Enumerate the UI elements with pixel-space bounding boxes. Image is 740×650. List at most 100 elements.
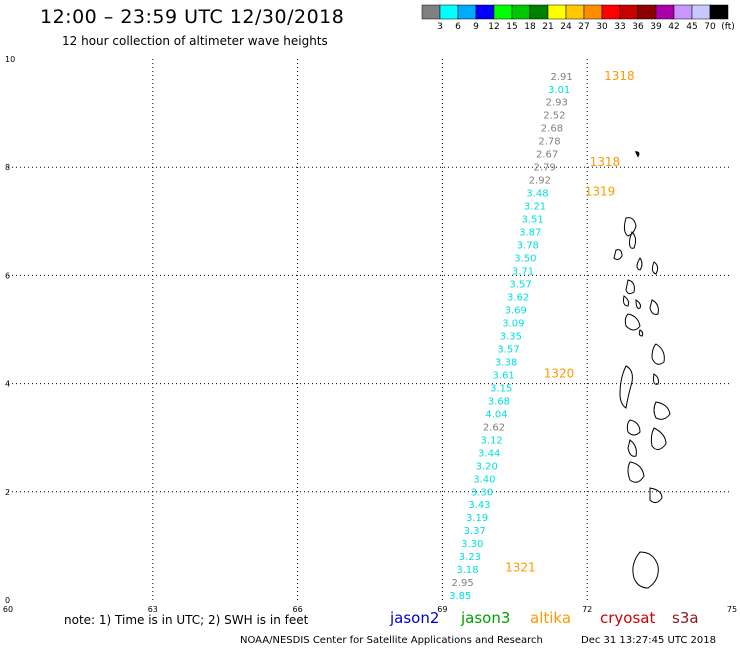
mission-altika: altika <box>530 609 572 627</box>
scale-swatch <box>457 4 477 20</box>
scale-label: 9 <box>473 22 479 32</box>
swh-reading: 3.37 <box>464 526 486 537</box>
swh-reading: 2.95 <box>452 578 474 589</box>
swh-reading: 3.61 <box>493 370 515 381</box>
island-shape <box>635 299 641 309</box>
scale-label: 39 <box>650 22 662 32</box>
y-tick-label: 2 <box>5 488 10 497</box>
mission-jason3: jason3 <box>461 609 511 627</box>
swh-reading: 3.57 <box>497 344 519 355</box>
swh-reading: 2.52 <box>543 111 565 122</box>
pass-time-label: 1321 <box>505 561 536 575</box>
island-shape <box>649 299 659 315</box>
scale-label: 24 <box>560 22 572 32</box>
island-shape <box>626 419 641 436</box>
swh-reading: 3.44 <box>478 448 500 459</box>
swh-reading: 4.04 <box>485 409 507 420</box>
x-tick-label: 72 <box>582 605 592 614</box>
swh-reading: 3.38 <box>495 357 517 368</box>
swh-reading: 3.69 <box>505 305 527 316</box>
mission-jason2: jason2 <box>390 609 440 627</box>
scale-label: 30 <box>596 22 608 32</box>
island-shape <box>627 439 637 457</box>
island-shape <box>651 261 659 275</box>
scale-label: 33 <box>614 22 626 32</box>
scale-swatch <box>493 4 513 20</box>
scale-label: 21 <box>542 22 554 32</box>
island-shape <box>650 427 667 450</box>
swh-reading: 3.48 <box>526 189 548 200</box>
swh-reading: 3.57 <box>509 280 531 291</box>
swh-reading: 3.43 <box>468 500 490 511</box>
island-shape <box>649 487 663 504</box>
credit-line: NOAA/NESDIS Center for Satellite Applica… <box>240 635 543 646</box>
swh-reading: 3.12 <box>480 435 502 446</box>
scale-label: (ft) <box>721 22 735 32</box>
x-tick-label: 63 <box>148 605 158 614</box>
x-tick-label: 69 <box>437 605 447 614</box>
swh-reading: 3.85 <box>449 591 471 602</box>
swh-reading: 3.19 <box>466 513 488 524</box>
swh-reading: 3.40 <box>473 474 495 485</box>
swh-reading: 2.78 <box>538 137 560 148</box>
scale-swatch <box>601 4 621 20</box>
island-shape <box>636 257 643 271</box>
lat-lon-grid <box>8 59 732 600</box>
pass-time-label: 1319 <box>585 185 616 199</box>
page-title: 12:00 – 23:59 UTC 12/30/2018 <box>40 6 345 28</box>
scale-swatch <box>511 4 531 20</box>
scale-swatch <box>673 4 693 20</box>
swh-reading: 2.67 <box>536 150 558 161</box>
island-shape <box>625 279 635 295</box>
page-subtitle: 12 hour collection of altimeter wave hei… <box>62 34 328 48</box>
scale-label: 36 <box>632 22 644 32</box>
swh-reading: 3.51 <box>521 215 543 226</box>
swh-reading: 2.68 <box>541 124 563 135</box>
island-shape <box>619 365 633 409</box>
island-shape <box>638 329 644 337</box>
scale-swatch <box>529 4 549 20</box>
x-tick-label: 60 <box>3 605 13 614</box>
pass-time-label: 1320 <box>544 366 575 380</box>
swh-reading: 3.18 <box>456 565 478 576</box>
swh-reading: 3.62 <box>507 292 529 303</box>
island-shape <box>653 373 659 385</box>
swh-reading: 3.15 <box>490 383 512 394</box>
swh-reading: 3.23 <box>459 552 481 563</box>
coastline-islands <box>613 151 671 589</box>
axis-tick-labels: 60 63 66 69 72 75 0 2 4 6 8 10 <box>3 55 737 614</box>
scale-swatch <box>637 4 657 20</box>
swh-reading: 3.87 <box>519 228 541 239</box>
scale-label: 45 <box>686 22 698 32</box>
island-shape <box>623 295 629 307</box>
island-shape <box>624 313 641 331</box>
scale-swatch <box>583 4 603 20</box>
y-tick-label: 6 <box>5 271 10 280</box>
swh-reading: 3.50 <box>514 254 536 265</box>
swh-reading: 3.01 <box>548 85 570 96</box>
y-tick-label: 10 <box>5 55 15 64</box>
y-tick-label: 8 <box>5 163 10 172</box>
scale-swatch <box>691 4 711 20</box>
generated-timestamp: Dec 31 13:27:45 UTC 2018 <box>581 635 716 646</box>
scale-label: 42 <box>668 22 680 32</box>
pass-time-label: 1318 <box>604 69 635 83</box>
island-shape <box>623 217 637 237</box>
swh-reading: 3.71 <box>512 267 534 278</box>
island-shape <box>632 551 659 589</box>
swh-reading: 2.62 <box>483 422 505 433</box>
color-scale-bar <box>421 4 729 20</box>
swh-reading: 3.21 <box>524 202 546 213</box>
island-shape <box>653 401 671 420</box>
swh-reading: 2.93 <box>546 98 568 109</box>
scale-swatch <box>547 4 567 20</box>
pass-time-label: 1318 <box>590 155 621 169</box>
y-tick-label: 4 <box>5 380 10 389</box>
scale-swatch <box>709 4 729 20</box>
swh-reading: 3.30 <box>461 539 483 550</box>
scale-label: 3 <box>437 22 443 32</box>
island-shape <box>629 231 637 249</box>
pass-time-labels: 1318 1318 1319 1320 1321 <box>505 69 634 575</box>
scale-label: 18 <box>524 22 536 32</box>
